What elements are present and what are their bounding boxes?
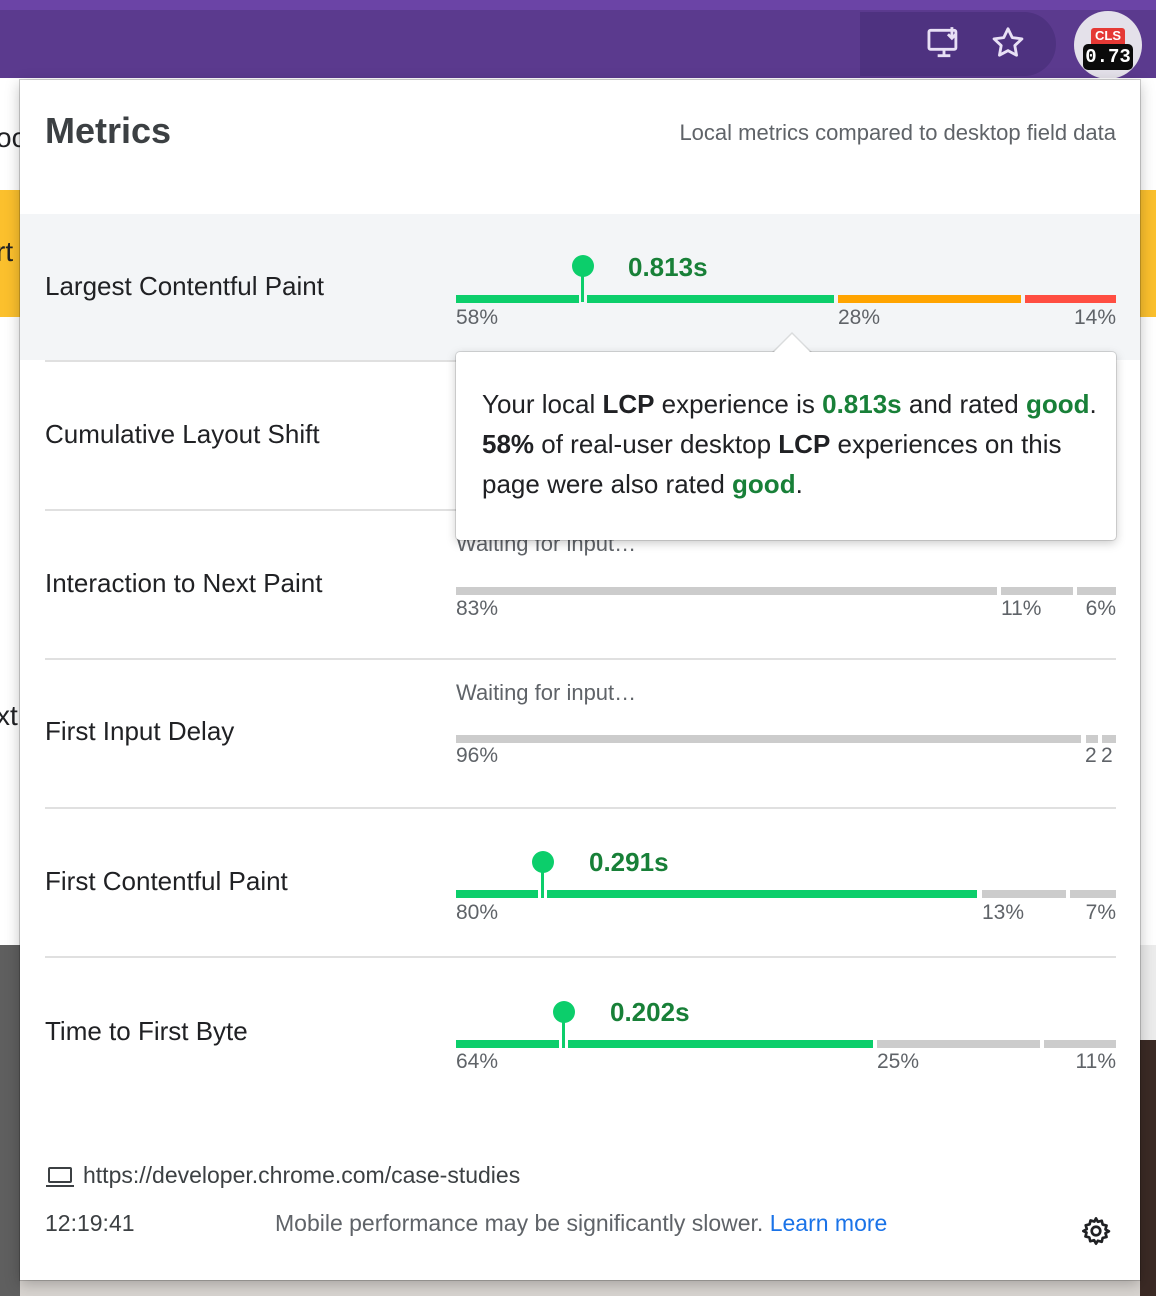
tooltip-segment: experience is: [654, 389, 823, 419]
tooltip-segment: 58%: [482, 429, 535, 459]
distribution-pct-poor: 2: [1101, 744, 1113, 767]
background-text-fragment: rt: [0, 236, 14, 267]
background-image-bottom: [20, 1280, 1140, 1296]
tooltip-segment: of real-user desktop: [534, 429, 779, 459]
timestamp: 12:19:41: [45, 1210, 135, 1236]
metric-row-cls[interactable]: Cumulative Layout Shift: [20, 362, 1140, 510]
distribution-pct-good: 96%: [456, 744, 499, 767]
tooltip-segment: and rated: [901, 389, 1026, 419]
distribution-bar-poor: [1070, 890, 1116, 898]
metric-name: Time to First Byte: [45, 1016, 248, 1046]
distribution-bar-poor: [1102, 735, 1116, 743]
distribution-bar-poor: [1025, 295, 1116, 303]
distribution-bar-good: [456, 587, 997, 595]
distribution-bar-poor: [1077, 587, 1116, 595]
value-marker-line: [541, 870, 544, 898]
tooltip-segment: Your local: [482, 389, 603, 419]
tooltip-segment: experiences on this page were also rated: [482, 429, 1062, 499]
background-banner-right: [1140, 190, 1156, 317]
metric-name: Largest Contentful Paint: [45, 271, 324, 301]
distribution-pct-needs-improvement: 28%: [838, 306, 881, 329]
metrics-popup: Metrics Local metrics compared to deskto…: [20, 80, 1140, 1280]
row-divider: [45, 807, 1116, 809]
background-text-fragment: xt: [0, 700, 18, 731]
metric-row-fid[interactable]: First Input Delay Waiting for input… 96%…: [20, 660, 1140, 807]
value-marker: [532, 851, 554, 873]
background-image-left: [0, 945, 20, 1296]
bookmark-star-icon[interactable]: [989, 24, 1027, 62]
distribution-bar-good: [456, 890, 538, 898]
metric-value: 0.291s: [589, 847, 669, 877]
learn-more-link[interactable]: Learn more: [769, 1210, 888, 1236]
tooltip-rating: good: [732, 469, 796, 499]
distribution-bar-good: [568, 1040, 873, 1048]
tooltip-arrow: [772, 334, 812, 354]
metric-name: Cumulative Layout Shift: [45, 419, 320, 449]
tooltip-rating: good: [1025, 389, 1090, 419]
distribution-bar-good: [456, 735, 1081, 743]
popup-title: Metrics: [45, 110, 172, 151]
value-marker-line: [581, 274, 584, 302]
background-banner-left: [0, 190, 20, 317]
distribution-bar-good: [456, 1040, 559, 1048]
distribution-bar-poor: [1044, 1040, 1116, 1048]
install-app-icon[interactable]: [925, 24, 963, 62]
distribution-bar-needs-improvement: [1001, 587, 1073, 595]
tooltip-segment: LCP: [602, 389, 655, 419]
footer-note: Mobile performance may be significantly …: [275, 1210, 887, 1237]
cls-badge-value: 0.73: [1083, 44, 1133, 70]
metric-row-lcp[interactable]: Largest Contentful Paint 0.813s 58% 28% …: [20, 214, 1140, 360]
page-url: https://developer.chrome.com/case-studie…: [83, 1162, 521, 1188]
metric-row-ttfb[interactable]: Time to First Byte 0.202s 64% 25% 11%: [20, 958, 1140, 1106]
tab-strip: [0, 0, 1156, 10]
distribution-pct-needs-improvement: 13%: [982, 901, 1025, 924]
metric-name: First Input Delay: [45, 716, 235, 746]
distribution-pct-poor: 11%: [1075, 1050, 1116, 1073]
distribution-pct-good: 58%: [456, 306, 499, 329]
cls-badge[interactable]: CLS 0.73: [1083, 28, 1133, 72]
row-divider: [45, 658, 1116, 660]
metric-name: First Contentful Paint: [45, 866, 288, 896]
waiting-text: Waiting for input…: [456, 680, 637, 705]
gear-icon[interactable]: [1080, 1215, 1112, 1247]
background-block-right: [1140, 945, 1156, 1040]
cls-badge-label: CLS: [1091, 28, 1125, 44]
distribution-bar-good: [547, 890, 977, 898]
distribution-bar-good: [456, 295, 579, 303]
tooltip-text: Your local LCP experience is 0.813s and …: [482, 384, 1102, 504]
distribution-bar-needs-improvement: [982, 890, 1066, 898]
metric-value: 0.202s: [610, 997, 690, 1027]
distribution-pct-needs-improvement: 2: [1085, 744, 1097, 767]
metric-row-fcp[interactable]: First Contentful Paint 0.291s 80% 13% 7%: [20, 809, 1140, 956]
distribution-pct-poor: 6%: [1085, 597, 1116, 620]
distribution-bar-needs-improvement: [838, 295, 1021, 303]
tooltip-segment: .: [1089, 389, 1097, 419]
browser-toolbar: CLS 0.73: [0, 0, 1156, 79]
row-divider: [45, 956, 1116, 958]
popup-subtitle: Local metrics compared to desktop field …: [679, 120, 1116, 145]
tooltip-value: 0.813s: [822, 389, 902, 419]
distribution-bar-needs-improvement: [877, 1040, 1040, 1048]
value-marker-line: [562, 1020, 565, 1048]
distribution-pct-good: 80%: [456, 901, 499, 924]
laptop-icon: [45, 1166, 75, 1188]
omnibox[interactable]: [860, 12, 1056, 76]
distribution-pct-needs-improvement: 25%: [877, 1050, 920, 1073]
metric-value: 0.813s: [628, 252, 708, 282]
distribution-pct-poor: 7%: [1085, 901, 1116, 924]
distribution-pct-poor: 14%: [1073, 306, 1116, 329]
footer-note-text: Mobile performance may be significantly …: [275, 1210, 764, 1236]
background-image-right: [1140, 1040, 1156, 1296]
distribution-pct-needs-improvement: 11%: [1001, 597, 1042, 620]
value-marker: [572, 255, 594, 277]
value-marker: [553, 1001, 575, 1023]
tooltip-segment: .: [795, 469, 803, 499]
distribution-bar-needs-improvement: [1086, 735, 1098, 743]
tooltip-segment: LCP: [778, 429, 831, 459]
distribution-pct-good: 64%: [456, 1050, 499, 1073]
metric-name: Interaction to Next Paint: [45, 568, 323, 598]
distribution-bar-good: [587, 295, 834, 303]
distribution-pct-good: 83%: [456, 597, 499, 620]
lcp-tooltip: Your local LCP experience is 0.813s and …: [456, 352, 1116, 540]
